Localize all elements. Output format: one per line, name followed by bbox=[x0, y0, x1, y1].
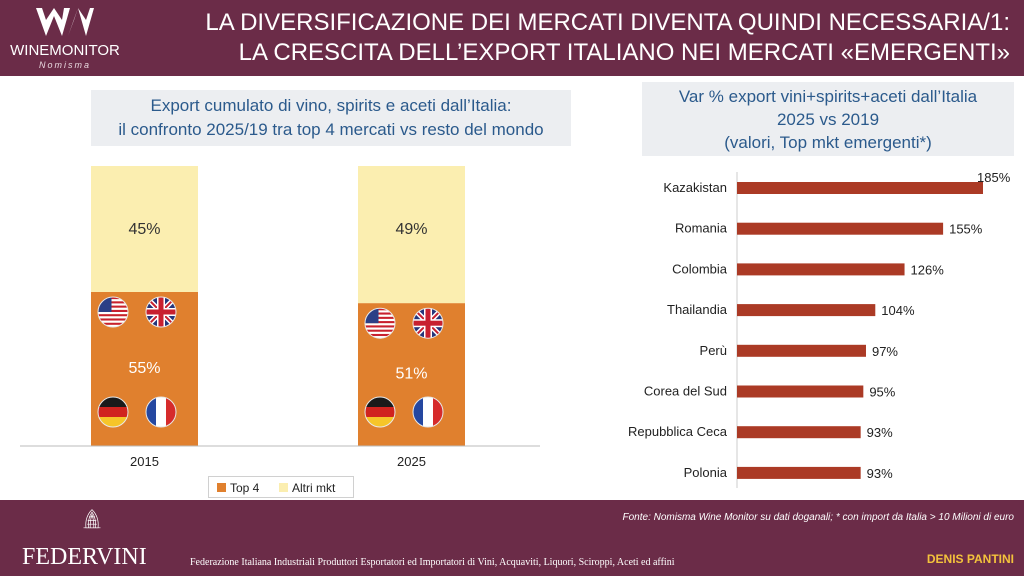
right-chart-title-line-2: 2025 vs 2019 bbox=[776, 110, 880, 129]
uk-flag-icon bbox=[145, 296, 177, 328]
x-tick-2015: 2015 bbox=[130, 454, 159, 469]
bar-thailandia bbox=[737, 304, 876, 317]
y-tick-corea-del-sud: Corea del Sud bbox=[644, 384, 727, 399]
footer-bar: Fonte: Nomisma Wine Monitor su dati doga… bbox=[0, 500, 1024, 576]
bar-colombia bbox=[737, 263, 905, 276]
label-top4-2025: 51% bbox=[395, 366, 427, 383]
x-tick-2025: 2025 bbox=[397, 454, 426, 469]
slide-title-line-2: LA CRESCITA DELL’EXPORT ITALIANO NEI MER… bbox=[238, 39, 1010, 66]
source-note: Fonte: Nomisma Wine Monitor su dati doga… bbox=[622, 512, 1015, 523]
value-label-polonia: 93% bbox=[867, 466, 893, 481]
value-label-thailandia: 104% bbox=[881, 303, 915, 318]
y-tick-thailandia: Thailandia bbox=[667, 302, 728, 317]
label-altri-2015: 45% bbox=[128, 221, 160, 238]
value-label-romania: 155% bbox=[949, 222, 983, 237]
legend-swatch-top4 bbox=[217, 483, 226, 492]
value-label-kazakistan: 185% bbox=[977, 170, 1011, 185]
value-label-per-: 97% bbox=[872, 344, 898, 359]
y-tick-colombia: Colombia bbox=[672, 261, 728, 276]
france-flag-icon bbox=[412, 396, 444, 428]
right-chart-title-line-1: Var % export vini+spirits+aceti dall’Ita… bbox=[678, 87, 978, 106]
bar-kazakistan bbox=[737, 182, 983, 194]
left-chart-title-line-2: il confronto 2025/19 tra top 4 mercati v… bbox=[118, 120, 544, 139]
logo-subtitle: Nomisma bbox=[38, 60, 91, 70]
value-label-corea-del-sud: 95% bbox=[869, 385, 895, 400]
bar-polonia bbox=[737, 466, 861, 479]
germany-flag-icon bbox=[364, 396, 396, 428]
usa-flag-icon bbox=[97, 296, 129, 328]
left-chart-title: Export cumulato di vino, spirits e aceti… bbox=[91, 90, 571, 146]
bar-corea-del-sud bbox=[737, 385, 864, 398]
bar-top4-2015 bbox=[91, 292, 198, 446]
label-top4-2015: 55% bbox=[128, 360, 160, 377]
y-tick-polonia: Polonia bbox=[684, 465, 728, 480]
stacked-chart-legend: Top 4 Altri mkt bbox=[208, 476, 354, 498]
header-bar: WINEMONITOR Nomisma LA DIVERSIFICAZIONE … bbox=[0, 0, 1024, 76]
y-tick-per-: Perù bbox=[700, 343, 727, 358]
slide-title-line-1: LA DIVERSIFICAZIONE DEI MERCATI DIVENTA … bbox=[205, 9, 1010, 36]
federvini-emblem-icon bbox=[83, 509, 101, 529]
bar-altri-2025 bbox=[358, 166, 465, 304]
legend-label-altri: Altri mkt bbox=[292, 481, 336, 495]
legend-item-altri: Altri mkt bbox=[279, 481, 335, 495]
legend-swatch-altri bbox=[279, 483, 288, 492]
winemonitor-logo: WINEMONITOR Nomisma bbox=[8, 6, 122, 70]
bar-altri-2015 bbox=[91, 166, 198, 292]
left-chart-title-line-1: Export cumulato di vino, spirits e aceti… bbox=[150, 96, 512, 115]
uk-flag-icon bbox=[412, 307, 444, 339]
legend-item-top4: Top 4 bbox=[217, 481, 259, 495]
germany-flag-icon bbox=[97, 396, 129, 428]
slide-title: LA DIVERSIFICAZIONE DEI MERCATI DIVENTA … bbox=[130, 8, 1010, 68]
right-chart-title-line-3: (valori, Top mkt emergenti*) bbox=[724, 133, 932, 152]
right-chart-title: Var % export vini+spirits+aceti dall’Ita… bbox=[642, 82, 1014, 156]
bar-per- bbox=[737, 344, 866, 357]
federvini-description: Federazione Italiana Industriali Produtt… bbox=[190, 557, 675, 568]
bar-romania bbox=[737, 222, 944, 235]
legend-label-top4: Top 4 bbox=[230, 481, 260, 495]
presenter-name: DENIS PANTINI bbox=[926, 552, 1014, 566]
winemonitor-logo-icon bbox=[36, 8, 94, 36]
value-label-repubblica-ceca: 93% bbox=[867, 425, 893, 440]
y-tick-kazakistan: Kazakistan bbox=[663, 180, 727, 195]
value-label-colombia: 126% bbox=[911, 262, 945, 277]
bar-repubblica-ceca bbox=[737, 426, 861, 439]
federvini-name: FEDERVINI bbox=[22, 544, 147, 570]
y-tick-repubblica-ceca: Repubblica Ceca bbox=[628, 424, 728, 439]
france-flag-icon bbox=[145, 396, 177, 428]
label-altri-2025: 49% bbox=[395, 221, 427, 238]
usa-flag-icon bbox=[364, 307, 396, 339]
logo-name: WINEMONITOR bbox=[10, 42, 120, 59]
y-tick-romania: Romania bbox=[675, 221, 728, 236]
bar-top4-2025 bbox=[358, 303, 465, 446]
